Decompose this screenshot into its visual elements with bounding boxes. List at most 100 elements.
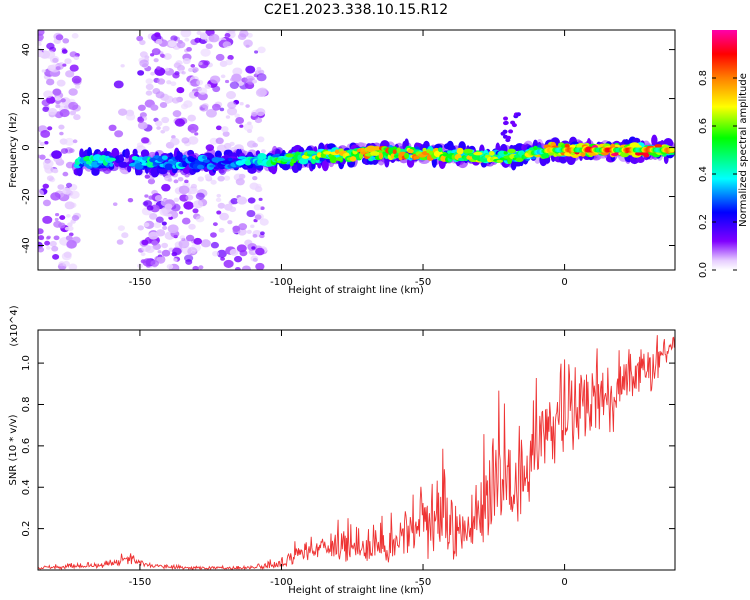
noise-blob <box>38 189 44 198</box>
noise-blob <box>38 154 41 158</box>
noise-blob <box>145 78 154 85</box>
band-blob <box>629 142 640 149</box>
noise-blob <box>190 243 201 252</box>
noise-blob <box>41 69 46 73</box>
noise-blob <box>38 228 44 235</box>
band-blob <box>197 164 205 170</box>
x-tick-label: -100 <box>270 277 293 288</box>
noise-blob <box>205 144 215 152</box>
noise-blob <box>190 183 198 189</box>
band-blob <box>111 147 120 158</box>
noise-blob <box>219 212 230 221</box>
noise-blob <box>69 64 79 72</box>
noise-blob <box>184 254 194 262</box>
noise-blob <box>42 215 53 224</box>
band-blob <box>329 156 337 164</box>
noise-blob <box>208 33 220 43</box>
band-blob <box>422 147 427 152</box>
noise-blob <box>222 131 230 137</box>
noise-blob <box>40 130 51 138</box>
band-blob <box>349 156 357 162</box>
noise-blob <box>49 240 57 247</box>
noise-blob <box>215 197 222 203</box>
band-blob <box>636 156 645 163</box>
noise-blob <box>194 37 201 43</box>
noise-blob <box>187 136 199 145</box>
band-blob <box>507 148 516 154</box>
noise-blob <box>227 55 234 61</box>
snr-y-label: SNR (10 * v/v) <box>8 414 19 485</box>
noise-blob <box>156 229 166 237</box>
noise-blob <box>254 117 263 124</box>
noise-blob <box>252 233 258 238</box>
noise-blob <box>184 179 189 184</box>
noise-blob <box>154 194 163 202</box>
noise-blob <box>224 203 233 211</box>
noise-blob <box>117 225 125 231</box>
noise-blob <box>68 263 78 270</box>
noise-blob <box>171 97 180 104</box>
noise-blob <box>259 218 269 226</box>
snr-panel: -150 -100 -50 0 0.2 0.4 0.6 0.8 1.0 Height of s… <box>8 305 676 596</box>
noise-blob <box>192 67 199 73</box>
noise-blob <box>243 123 254 132</box>
noise-blob <box>46 235 51 239</box>
noise-blob <box>118 108 128 116</box>
band-plume <box>515 112 521 117</box>
noise-blob <box>216 210 222 215</box>
noise-blob <box>195 192 205 200</box>
noise-blob <box>62 38 70 44</box>
noise-blob <box>225 79 230 84</box>
noise-blob <box>153 58 159 63</box>
noise-blob <box>114 130 124 138</box>
noise-blob <box>136 35 144 42</box>
band-blob <box>174 155 183 161</box>
noise-blob <box>61 49 68 54</box>
noise-blob <box>48 107 58 116</box>
noise-blob <box>38 42 42 46</box>
noise-blob <box>245 65 256 74</box>
noise-blob <box>191 187 197 192</box>
noise-blob <box>238 173 246 180</box>
noise-blob <box>64 201 75 210</box>
noise-blob <box>209 75 221 84</box>
noise-blob <box>197 92 208 101</box>
noise-blob <box>236 196 248 205</box>
noise-blob <box>198 61 203 66</box>
noise-blob <box>159 102 168 108</box>
noise-blob <box>249 182 259 190</box>
noise-blob <box>64 137 75 146</box>
band-blob <box>390 153 395 159</box>
noise-blob <box>69 110 77 116</box>
noise-blob <box>219 107 225 112</box>
spectrogram-marks <box>38 30 675 270</box>
noise-blob <box>139 39 146 46</box>
noise-blob <box>39 141 45 147</box>
noise-blob <box>143 222 150 228</box>
noise-blob <box>190 129 196 134</box>
noise-blob <box>151 240 159 246</box>
noise-blob <box>59 131 64 136</box>
band-blob <box>456 147 464 155</box>
noise-blob <box>222 41 232 49</box>
noise-blob <box>38 246 45 253</box>
noise-blob <box>241 265 251 270</box>
noise-blob <box>65 190 73 196</box>
band-plume <box>503 120 509 125</box>
band-blob <box>221 160 232 164</box>
noise-blob <box>243 39 253 48</box>
noise-blob <box>181 71 186 75</box>
band-blob <box>135 168 143 176</box>
y-tick-label: -40 <box>21 237 32 253</box>
noise-blob <box>188 67 194 72</box>
noise-blob <box>161 209 168 215</box>
snr-marks <box>38 334 675 570</box>
noise-blob <box>71 33 79 39</box>
noise-blob <box>62 260 70 267</box>
noise-blob <box>68 232 74 237</box>
noise-blob <box>63 251 72 258</box>
noise-blob <box>200 239 211 248</box>
noise-blob <box>192 265 199 270</box>
noise-blob <box>255 262 265 270</box>
